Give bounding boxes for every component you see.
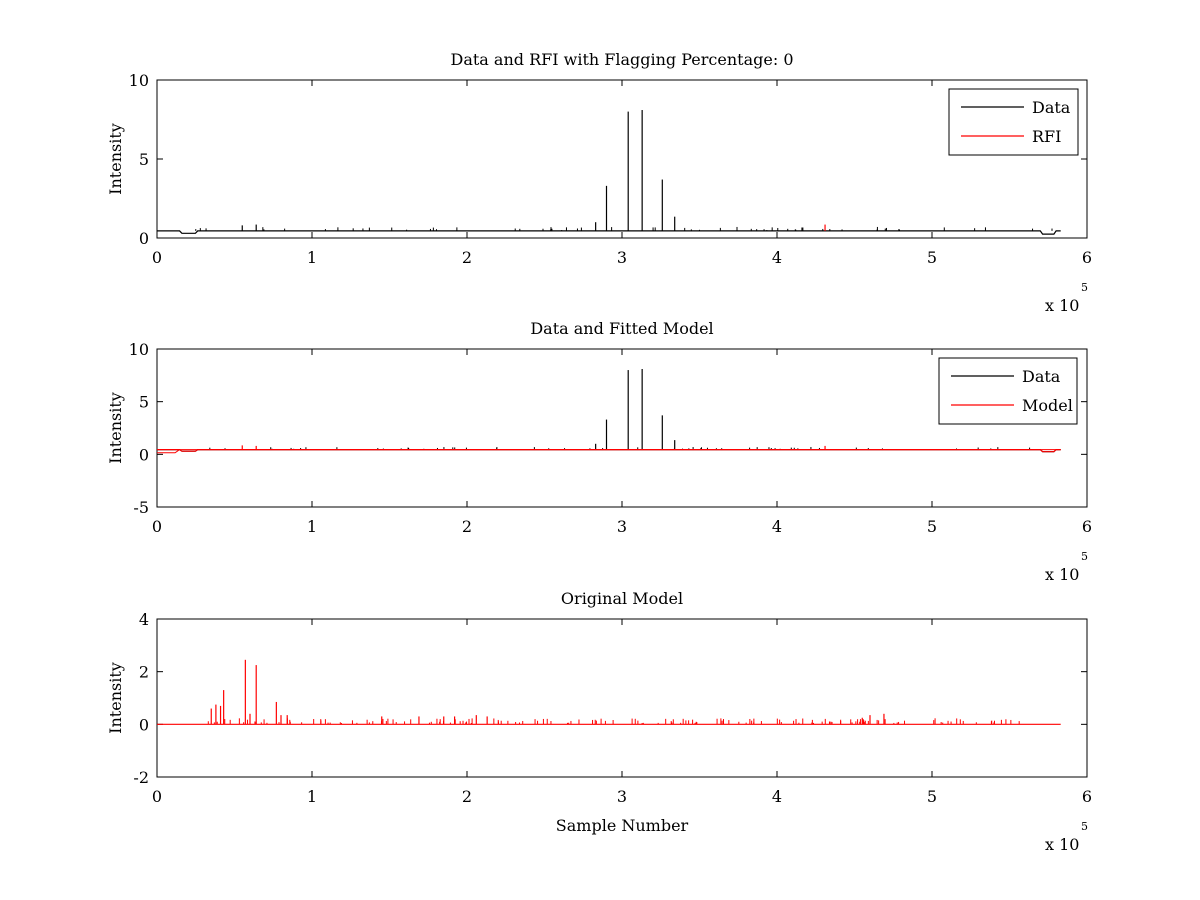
x-axis-label: Sample Number [556, 816, 689, 835]
y-axis-label: Intensity [106, 392, 125, 464]
x-tick-label: 4 [772, 787, 782, 806]
x-tick-label: 5 [927, 517, 937, 536]
y-axis-label: Intensity [106, 662, 125, 734]
x-tick-label: 5 [927, 787, 937, 806]
axes-box [156, 79, 1088, 239]
x-tick-label: 0 [152, 248, 162, 267]
series-data [157, 110, 1061, 235]
x-tick-label: 3 [617, 248, 627, 267]
x-multiplier-exponent: 5 [1081, 820, 1088, 833]
y-tick-label: 0 [139, 715, 149, 734]
x-multiplier-exponent: 5 [1081, 281, 1088, 294]
x-multiplier-label: x 10 [1045, 835, 1079, 854]
axes-box [156, 348, 1088, 508]
series-baseline-line [157, 230, 1061, 235]
y-tick-label: 10 [129, 340, 149, 359]
legend: Data RFI [948, 88, 1079, 156]
x-multiplier-label: x 10 [1045, 565, 1079, 584]
x-multiplier-exponent: 5 [1081, 550, 1088, 563]
x-tick-label: 3 [617, 787, 627, 806]
legend-box [938, 357, 1078, 425]
legend-box [948, 88, 1079, 156]
x-tick-label: 6 [1082, 787, 1092, 806]
subplot-data-and-rfi: Data and RFI with Flagging Percentage: 0… [106, 50, 1092, 315]
x-tick-label: 3 [617, 517, 627, 536]
y-tick-label: 5 [139, 150, 149, 169]
x-tick-label: 2 [462, 787, 472, 806]
model-overlay-line [157, 449, 1061, 454]
legend-label: Data [1022, 367, 1061, 386]
x-tick-label: 0 [152, 787, 162, 806]
legend: Data Model [938, 357, 1078, 425]
legend-label: Data [1032, 98, 1071, 117]
series-model [157, 659, 1061, 725]
y-tick-label: 4 [139, 610, 149, 629]
y-tick-label: -2 [133, 768, 149, 787]
legend-label: RFI [1032, 127, 1061, 146]
x-tick-label: 1 [307, 517, 317, 536]
y-axis-label: Intensity [106, 123, 125, 195]
y-tick-label: 0 [139, 445, 149, 464]
chart-title: Original Model [561, 589, 683, 608]
x-tick-label: 4 [772, 517, 782, 536]
y-tick-label: 0 [139, 229, 149, 248]
x-tick-label: 5 [927, 248, 937, 267]
axes-box [156, 618, 1088, 778]
y-tick-label: 10 [129, 71, 149, 90]
y-tick-label: 2 [139, 663, 149, 682]
chart-title: Data and Fitted Model [530, 319, 713, 338]
x-multiplier-label: x 10 [1045, 296, 1079, 315]
chart-title: Data and RFI with Flagging Percentage: 0 [450, 50, 793, 69]
y-tick-label: 5 [139, 393, 149, 412]
x-tick-label: 1 [307, 787, 317, 806]
legend-label: Model [1022, 396, 1073, 415]
x-tick-label: 0 [152, 517, 162, 536]
subplot-original-model: Original Model Intensity Sample Number 0 1 2 3… [106, 589, 1092, 854]
x-tick-label: 6 [1082, 248, 1092, 267]
x-tick-label: 4 [772, 248, 782, 267]
x-tick-label: 1 [307, 248, 317, 267]
x-tick-label: 2 [462, 248, 472, 267]
x-tick-label: 6 [1082, 517, 1092, 536]
y-tick-label: -5 [133, 498, 149, 517]
x-tick-label: 2 [462, 517, 472, 536]
